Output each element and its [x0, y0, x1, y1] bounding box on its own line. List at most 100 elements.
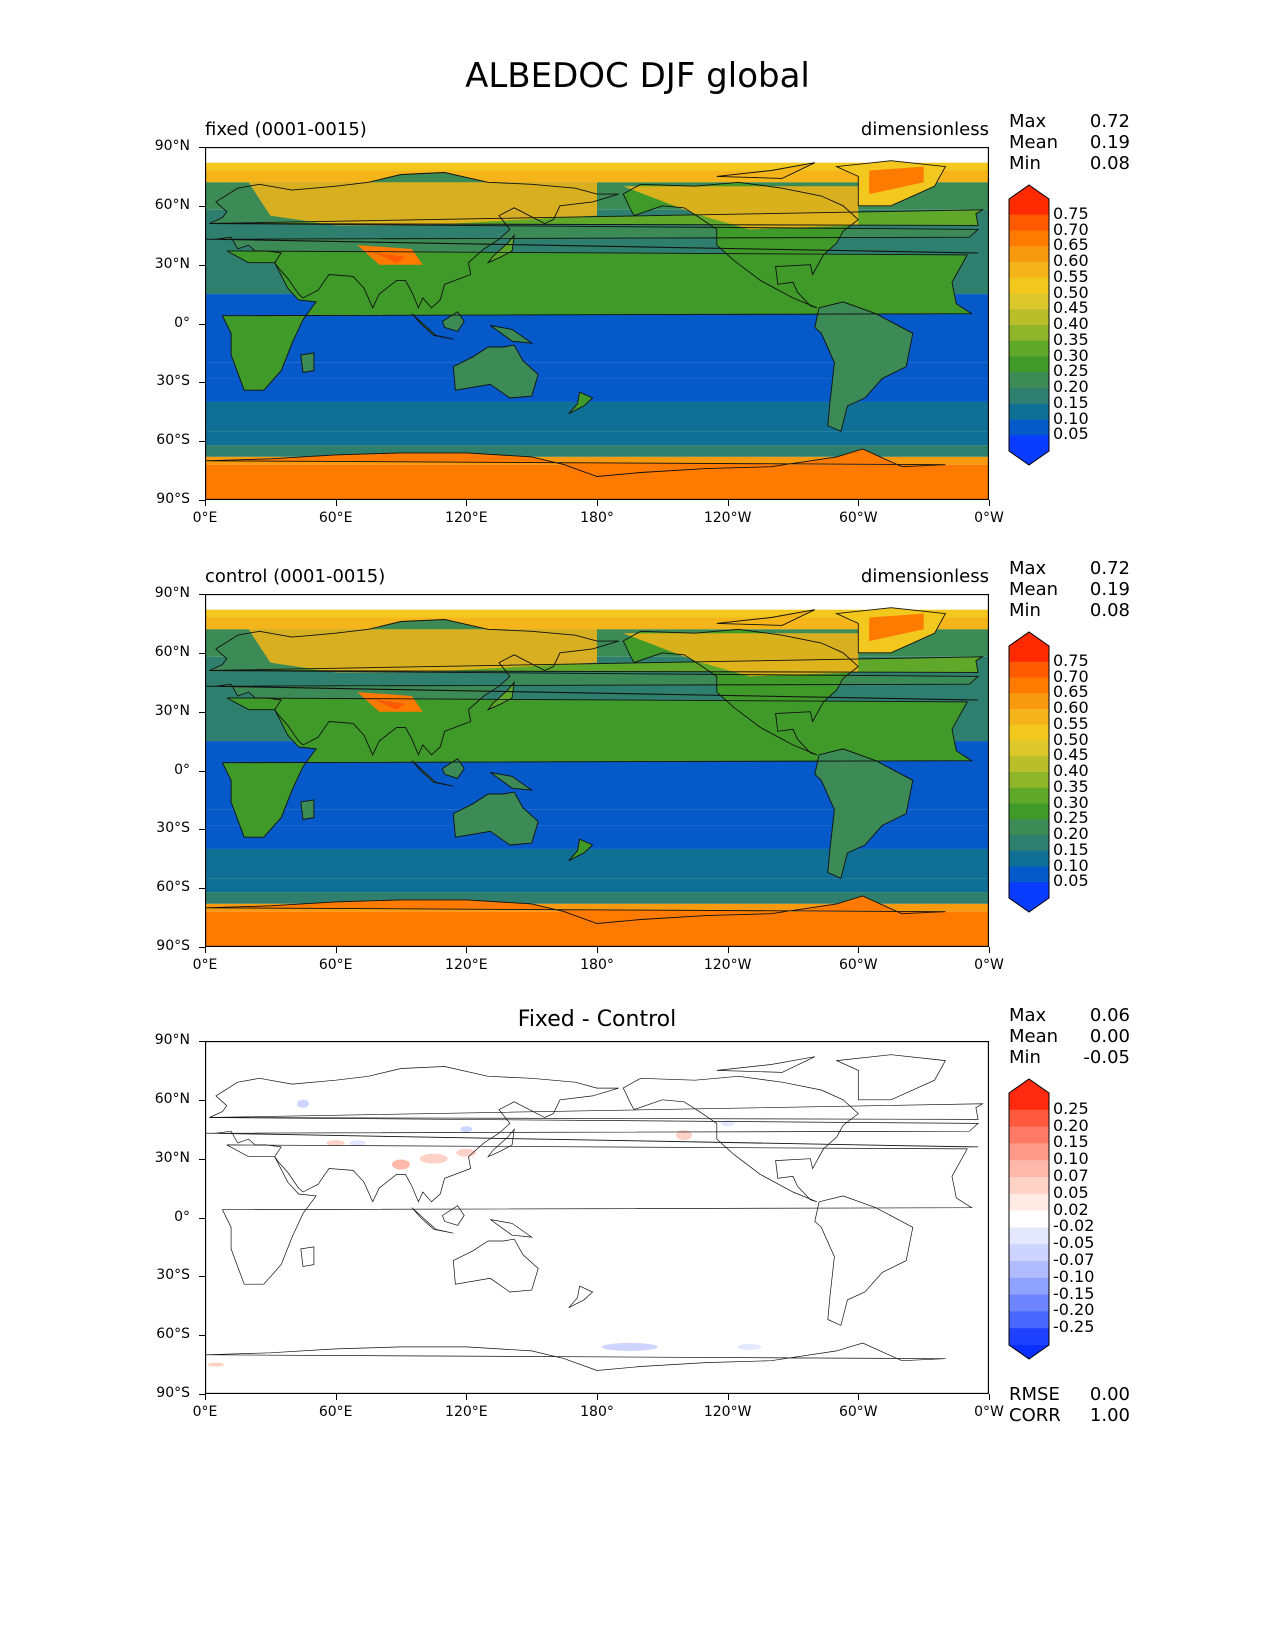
lat-tick-label: 60°S — [156, 432, 190, 449]
colorbar-swatch — [1009, 709, 1049, 726]
colorbar-swatch — [1009, 882, 1049, 899]
colorbar-label: 0.20 — [1053, 1115, 1089, 1135]
stat-value: 0.19 — [1089, 132, 1130, 153]
lon-tick-label: 60°E — [318, 1404, 353, 1420]
colorbar-label: 0.45 — [1053, 298, 1089, 318]
stat-value: 0.72 — [1089, 111, 1130, 132]
colorbar-swatch — [1009, 403, 1049, 420]
lon-tick-label: 120°W — [703, 957, 752, 973]
colorbar-label: 0.70 — [1053, 219, 1089, 239]
colorbar-label: -0.07 — [1053, 1250, 1095, 1269]
lat-tick-mark — [199, 947, 205, 948]
colorbar-swatch — [1009, 1311, 1049, 1329]
colorbar-swatch — [1009, 1328, 1049, 1346]
lon-tick-label: 120°E — [445, 957, 488, 973]
colorbar-label: 0.15 — [1053, 392, 1089, 412]
stat-label: Mean — [1009, 132, 1059, 153]
map-control — [205, 594, 989, 947]
colorbar-label: 0.10 — [1053, 1149, 1089, 1169]
lat-tick-mark — [199, 711, 205, 713]
colorbar-swatch — [1009, 1126, 1049, 1144]
colorbar-swatch — [1009, 646, 1049, 663]
lon-tick-mark — [205, 1394, 206, 1400]
lon-tick-label: 120°W — [703, 510, 752, 526]
stat-value: 0.19 — [1089, 579, 1130, 600]
lat-tick-mark — [199, 147, 205, 148]
colorbar-label: 0.35 — [1053, 329, 1089, 349]
lon-tick-mark — [466, 947, 468, 953]
lon-tick-mark — [205, 947, 206, 953]
colorbar-label: 0.40 — [1053, 314, 1089, 333]
panel-title: Fixed - Control — [517, 1007, 677, 1032]
panel-units: dimensionless — [860, 566, 989, 587]
panel-title-left: control (0001-0015) — [205, 566, 386, 587]
stat-label: Max — [1009, 1005, 1047, 1026]
lon-tick-mark — [727, 500, 729, 506]
stat-label: RMSE — [1009, 1384, 1060, 1405]
stat-label: Max — [1009, 111, 1047, 132]
stat-value: 0.00 — [1089, 1384, 1130, 1405]
lon-tick-mark — [597, 500, 598, 506]
lat-tick-mark — [199, 1394, 205, 1395]
colorbar-fixed — [1008, 184, 1050, 466]
lat-tick-label: 60°S — [156, 1326, 190, 1343]
lat-tick-label: 60°N — [154, 196, 190, 213]
lon-tick-label: 0°W — [974, 1404, 1004, 1420]
colorbar-label: 0.20 — [1053, 824, 1089, 843]
lat-tick-label: 60°S — [156, 879, 190, 896]
colorbar-swatch — [1009, 1294, 1049, 1312]
colorbar-swatch — [1009, 325, 1049, 342]
colorbar-label: -0.15 — [1053, 1283, 1095, 1303]
lon-tick-label: 0°W — [974, 957, 1004, 973]
colorbar-swatch — [1009, 850, 1049, 867]
lat-tick-label: 0° — [174, 314, 190, 331]
colorbar-label: 0.65 — [1053, 235, 1089, 255]
colorbar-label: -0.20 — [1053, 1300, 1095, 1320]
lon-tick-label: 0°W — [974, 510, 1004, 526]
colorbar-difference — [1008, 1078, 1050, 1360]
colorbar-swatch — [1009, 419, 1049, 436]
lon-tick-label: 60°E — [318, 957, 353, 973]
lon-tick-mark — [335, 1394, 337, 1400]
colorbar-swatch — [1009, 388, 1049, 405]
lon-tick-label: 120°E — [445, 1404, 488, 1420]
lon-tick-mark — [989, 1394, 990, 1400]
lat-tick-label: 60°N — [154, 1090, 190, 1107]
stat-label: Mean — [1009, 579, 1059, 600]
colorbar-label: -0.05 — [1053, 1233, 1095, 1253]
colorbar-label: 0.05 — [1053, 871, 1089, 891]
lat-tick-mark — [199, 829, 205, 831]
lat-tick-label: 30°N — [154, 255, 190, 272]
colorbar-label: 0.15 — [1053, 839, 1089, 859]
stat-value: 0.06 — [1089, 1005, 1130, 1026]
colorbar-swatch — [1009, 230, 1049, 247]
colorbar-swatch — [1009, 1143, 1049, 1161]
stat-value: 0.08 — [1089, 153, 1130, 174]
colorbar-swatch — [1009, 772, 1049, 789]
lon-tick-label: 120°W — [703, 1404, 752, 1420]
lat-tick-label: 30°S — [156, 820, 190, 837]
colorbar-swatch — [1009, 214, 1049, 231]
colorbar-swatch — [1009, 724, 1049, 741]
colorbar-label: 0.25 — [1053, 1098, 1089, 1118]
colorbar-swatch — [1009, 803, 1049, 820]
lat-tick-label: 90°S — [156, 1385, 190, 1401]
colorbar-label: 0.65 — [1053, 682, 1089, 702]
lat-tick-mark — [199, 1099, 205, 1101]
lat-tick-label: 30°N — [154, 1149, 190, 1166]
colorbar-label: 0.60 — [1053, 251, 1089, 270]
colorbar-label: 0.50 — [1053, 282, 1089, 302]
lat-tick-label: 90°S — [156, 938, 190, 954]
colorbar-label: 0.70 — [1053, 666, 1089, 686]
lon-tick-mark — [727, 947, 729, 953]
colorbar-swatch — [1009, 293, 1049, 310]
colorbar-swatch — [1009, 1277, 1049, 1296]
lat-tick-mark — [199, 441, 205, 443]
lat-tick-mark — [199, 888, 205, 890]
panel-units: dimensionless — [860, 119, 989, 140]
stat-label: Min — [1009, 153, 1041, 174]
lon-tick-label: 120°E — [445, 510, 488, 526]
colorbar-swatch — [1009, 262, 1049, 279]
lon-tick-mark — [466, 1394, 468, 1400]
lon-tick-mark — [597, 1394, 598, 1400]
